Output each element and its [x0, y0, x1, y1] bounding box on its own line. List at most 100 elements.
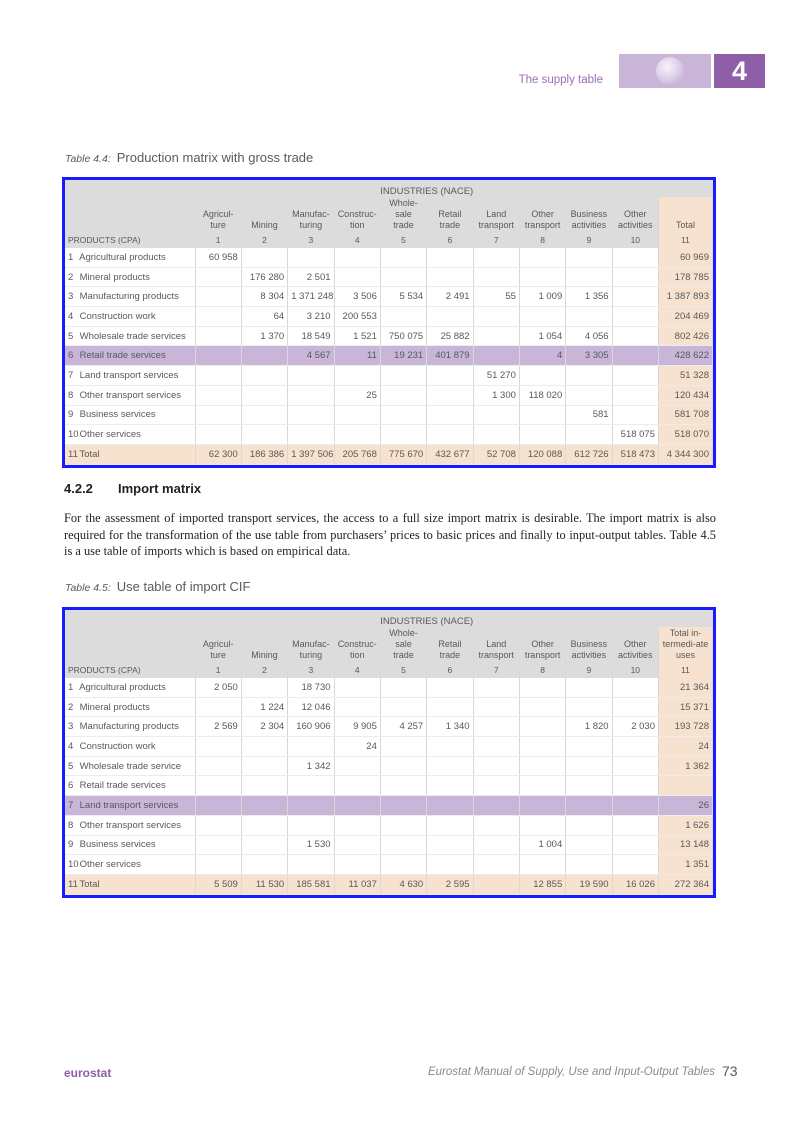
column-header: Agricul-ture	[195, 627, 242, 661]
column-code: 3	[287, 661, 335, 678]
table-cell: 13 148	[658, 835, 713, 856]
table-cell: 52 708	[473, 444, 520, 465]
table-cell	[380, 854, 428, 875]
row-label: 11 Total	[65, 444, 196, 465]
table2-caption: Table 4.5: Use table of import CIF	[65, 579, 250, 594]
row-code: 4	[68, 740, 74, 752]
row-code: 6	[68, 350, 74, 362]
table-cell	[241, 345, 289, 367]
table-cell	[612, 385, 660, 406]
group-header: INDUSTRIES (NACE)	[195, 180, 659, 197]
chapter-number: 4	[714, 54, 765, 88]
row-code: 2	[68, 271, 74, 283]
table-cell	[241, 775, 289, 797]
table-cell: 4 567	[287, 345, 335, 367]
table-cell	[612, 286, 660, 308]
table-cell	[426, 697, 474, 718]
table2-title: Use table of import CIF	[116, 579, 251, 594]
table-cell	[334, 795, 381, 816]
table-cell: 4 630	[380, 874, 428, 895]
row-name: Land transport services	[77, 799, 179, 811]
table-cell	[334, 248, 381, 268]
row-label: 1 Agricultural products	[65, 678, 196, 698]
column-code: 11	[658, 231, 713, 248]
row-code: 10	[68, 859, 79, 871]
table-cell: 186 386	[241, 444, 289, 465]
table-cell	[473, 874, 520, 895]
table-cell	[612, 756, 660, 777]
column-header-row: Agricul-ture Mining Manufac-turing Construc…	[65, 627, 713, 661]
table-row: 2 Mineral products 1 224 12 046 15 371	[65, 697, 713, 718]
table-cell: 185 581	[287, 874, 335, 895]
table-cell	[426, 775, 474, 797]
table-cell	[565, 267, 613, 288]
row-code: 8	[68, 389, 74, 401]
group-header: INDUSTRIES (NACE)	[195, 610, 659, 627]
table-cell	[473, 736, 520, 757]
table-cell	[565, 248, 613, 268]
column-header: Mining	[241, 197, 289, 231]
table-cell	[380, 756, 428, 777]
table-cell: 581	[565, 405, 613, 426]
table-cell: 3 506	[334, 286, 381, 308]
table1-label: Table 4.4:	[65, 153, 111, 165]
table-cell	[380, 267, 428, 288]
column-code: 9	[565, 661, 613, 678]
table-row: 2 Mineral products 176 280 2 501 178 785	[65, 267, 713, 288]
table-cell	[241, 815, 289, 836]
table-cell: 120 434	[658, 385, 713, 406]
table-cell	[287, 424, 335, 445]
table-row: 11 Total 5 509 11 530 185 581 11 037 4 630 2 5…	[65, 874, 713, 895]
table-cell	[612, 248, 660, 268]
table1-caption: Table 4.4: Production matrix with gross t…	[65, 150, 313, 165]
column-header: Construc-tion	[334, 197, 381, 231]
table-cell: 3 210	[287, 306, 335, 327]
table-cell: 2 595	[426, 874, 474, 895]
table-cell: 160 906	[287, 716, 335, 738]
row-label: 2 Mineral products	[65, 697, 196, 718]
column-code: 5	[380, 231, 428, 248]
table-corner	[65, 610, 196, 627]
body-paragraph: For the assessment of imported transport…	[64, 511, 716, 558]
table-cell: 25 882	[426, 326, 474, 347]
table-cell	[195, 835, 242, 856]
column-header: Agricul-ture	[195, 197, 242, 231]
table-cell	[519, 736, 567, 757]
table-cell	[473, 815, 520, 836]
table-cell	[473, 248, 520, 268]
table-cell	[380, 736, 428, 757]
table-cell: 1 530	[287, 835, 335, 856]
table-cell	[426, 267, 474, 288]
row-label: 3 Manufacturing products	[65, 716, 196, 738]
table-row: 3 Manufacturing products 8 304 1 371 248 3 …	[65, 286, 713, 308]
column-code: 4	[334, 231, 381, 248]
table-cell: 26	[658, 795, 713, 816]
table-cell	[195, 365, 242, 386]
table-cell	[287, 385, 335, 406]
row-name: Construction work	[77, 310, 156, 322]
row-name: Land transport services	[77, 369, 179, 381]
table-cell	[565, 756, 613, 777]
row-label: 9 Business services	[65, 405, 196, 426]
row-label: 4 Construction work	[65, 306, 196, 327]
table-cell	[380, 775, 428, 797]
row-code: 9	[68, 839, 74, 851]
table-cell	[426, 306, 474, 327]
table-cell	[612, 775, 660, 797]
column-code: 6	[426, 231, 474, 248]
table-cell	[241, 248, 289, 268]
row-label: 8 Other transport services	[65, 385, 196, 406]
table-cell	[195, 286, 242, 308]
table-cell	[565, 835, 613, 856]
table-cell: 428 622	[658, 345, 713, 367]
table-cell	[473, 678, 520, 698]
table-cell: 55	[473, 286, 520, 308]
table-cell: 1 009	[519, 286, 567, 308]
table-cell	[565, 306, 613, 327]
column-header: Manufac-turing	[287, 627, 335, 661]
table-cell	[380, 424, 428, 445]
section-title: Import matrix	[118, 481, 202, 496]
table-cell: 1 004	[519, 835, 567, 856]
table-cell	[380, 405, 428, 426]
table-cell	[612, 326, 660, 347]
